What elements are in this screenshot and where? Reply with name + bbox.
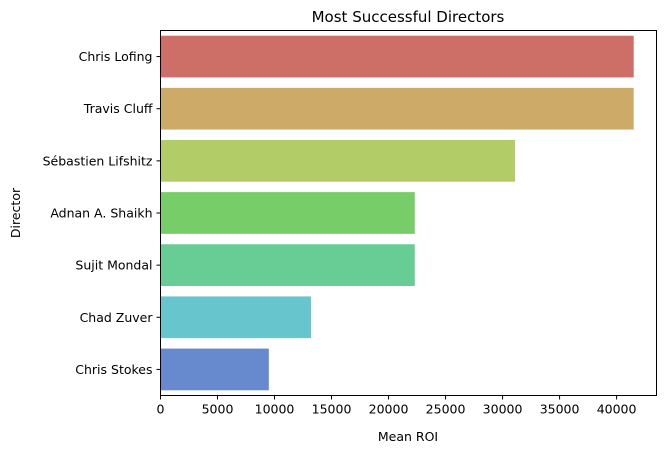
x-tick-label: 40000 <box>597 402 637 417</box>
y-tick-label: Chris Lofing <box>79 49 153 64</box>
y-tick-label: Travis Cluff <box>83 101 153 116</box>
bar <box>160 348 269 391</box>
x-tick-label: 30000 <box>483 402 523 417</box>
bar <box>160 140 516 182</box>
x-tick-label: 35000 <box>540 402 580 417</box>
x-tick-label: 5000 <box>202 402 234 417</box>
chart-title: Most Successful Directors <box>312 8 505 26</box>
x-tick-label: 20000 <box>369 402 409 417</box>
x-tick-label: 0 <box>157 402 165 417</box>
plot-frame <box>160 30 657 396</box>
y-tick-label: Chris Stokes <box>75 362 152 377</box>
y-axis-label: Director <box>8 187 23 238</box>
x-tick-label: 10000 <box>255 402 295 417</box>
bar <box>160 87 634 130</box>
y-tick-label: Chad Zuver <box>80 310 154 325</box>
x-tick-label: 15000 <box>312 402 352 417</box>
y-tick-label: Sébastien Lifshitz <box>43 153 153 168</box>
bar <box>160 192 415 234</box>
x-axis-label: Mean ROI <box>378 429 438 444</box>
bar <box>160 35 634 78</box>
x-tick-label: 25000 <box>426 402 466 417</box>
bar <box>160 244 415 286</box>
y-tick-label: Adnan A. Shaikh <box>50 206 152 221</box>
y-tick-label: Sujit Mondal <box>75 258 152 273</box>
plot-area: Chris Lofing Travis Cluff Sébastien Lifshi… <box>43 35 637 417</box>
bar <box>160 296 312 339</box>
